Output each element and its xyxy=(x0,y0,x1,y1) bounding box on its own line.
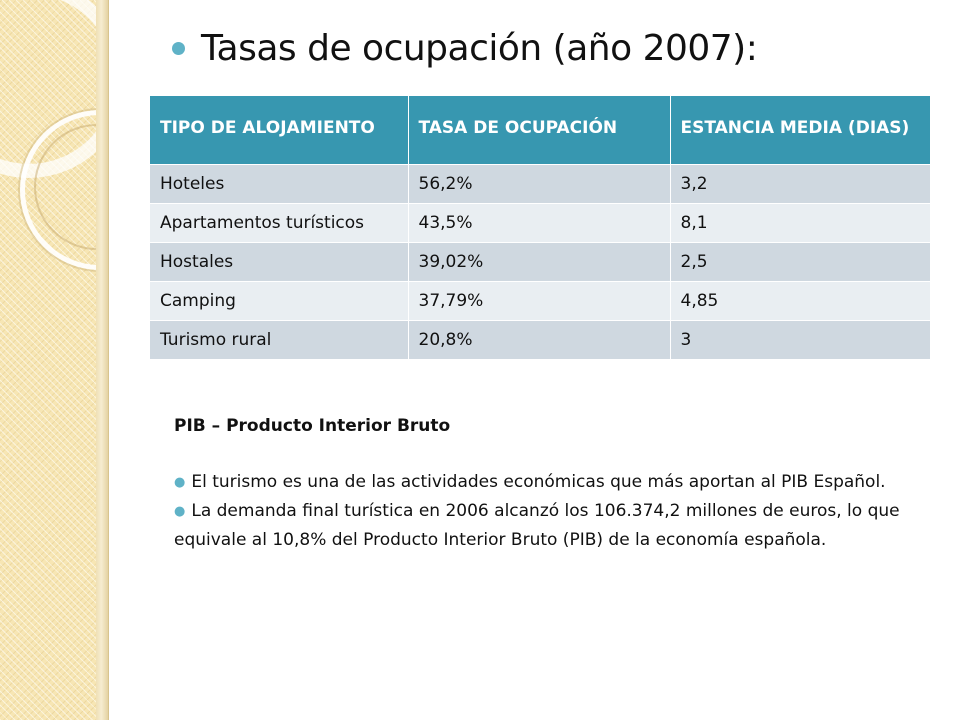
slide-title-row: Tasas de ocupación (año 2007): xyxy=(172,28,758,69)
pib-heading: PIB – Producto Interior Bruto xyxy=(174,416,451,436)
bullet-icon xyxy=(172,42,185,55)
occupancy-table: TIPO DE ALOJAMIENTO TASA DE OCUPACIÓN ES… xyxy=(150,96,931,359)
cell-estancia: 4,85 xyxy=(670,281,931,321)
cell-ocupacion: 39,02% xyxy=(408,242,671,282)
header-estancia-media: ESTANCIA MEDIA (DIAS) xyxy=(670,96,931,165)
table-row: Turismo rural 20,8% 3 xyxy=(150,320,931,359)
pib-bullet-text: La demanda final turística en 2006 alcan… xyxy=(174,501,900,550)
bullet-icon: ● xyxy=(174,504,186,519)
table-header-row: TIPO DE ALOJAMIENTO TASA DE OCUPACIÓN ES… xyxy=(150,96,931,165)
table-row: Hoteles 56,2% 3,2 xyxy=(150,164,931,204)
table-row: Apartamentos turísticos 43,5% 8,1 xyxy=(150,203,931,243)
slide-title: Tasas de ocupación (año 2007): xyxy=(201,28,758,69)
cell-alojamiento: Hostales xyxy=(150,242,409,282)
header-tipo-alojamiento: TIPO DE ALOJAMIENTO xyxy=(150,96,409,165)
table-row: Hostales 39,02% 2,5 xyxy=(150,242,931,282)
sidebar-stripe xyxy=(96,0,109,720)
cell-ocupacion: 56,2% xyxy=(408,164,671,204)
cell-alojamiento: Camping xyxy=(150,281,409,321)
cell-alojamiento: Turismo rural xyxy=(150,320,409,359)
cell-alojamiento: Hoteles xyxy=(150,164,409,204)
cell-ocupacion: 37,79% xyxy=(408,281,671,321)
cell-ocupacion: 43,5% xyxy=(408,203,671,243)
cell-estancia: 2,5 xyxy=(670,242,931,282)
bullet-icon: ● xyxy=(174,475,186,490)
pib-paragraph: ● La demanda final turística en 2006 alca… xyxy=(174,497,934,554)
decorative-sidebar xyxy=(0,0,96,720)
pib-text-block: PIB – Producto Interior Bruto ● El turism… xyxy=(174,412,934,554)
cell-estancia: 8,1 xyxy=(670,203,931,243)
cell-estancia: 3 xyxy=(670,320,931,359)
pib-paragraph: ● El turismo es una de las actividades ec… xyxy=(174,468,934,497)
cell-alojamiento: Apartamentos turísticos xyxy=(150,203,409,243)
cell-ocupacion: 20,8% xyxy=(408,320,671,359)
cell-estancia: 3,2 xyxy=(670,164,931,204)
table-row: Camping 37,79% 4,85 xyxy=(150,281,931,321)
pib-bullet-text: El turismo es una de las actividades eco… xyxy=(191,472,886,492)
header-tasa-ocupacion: TASA DE OCUPACIÓN xyxy=(408,96,671,165)
